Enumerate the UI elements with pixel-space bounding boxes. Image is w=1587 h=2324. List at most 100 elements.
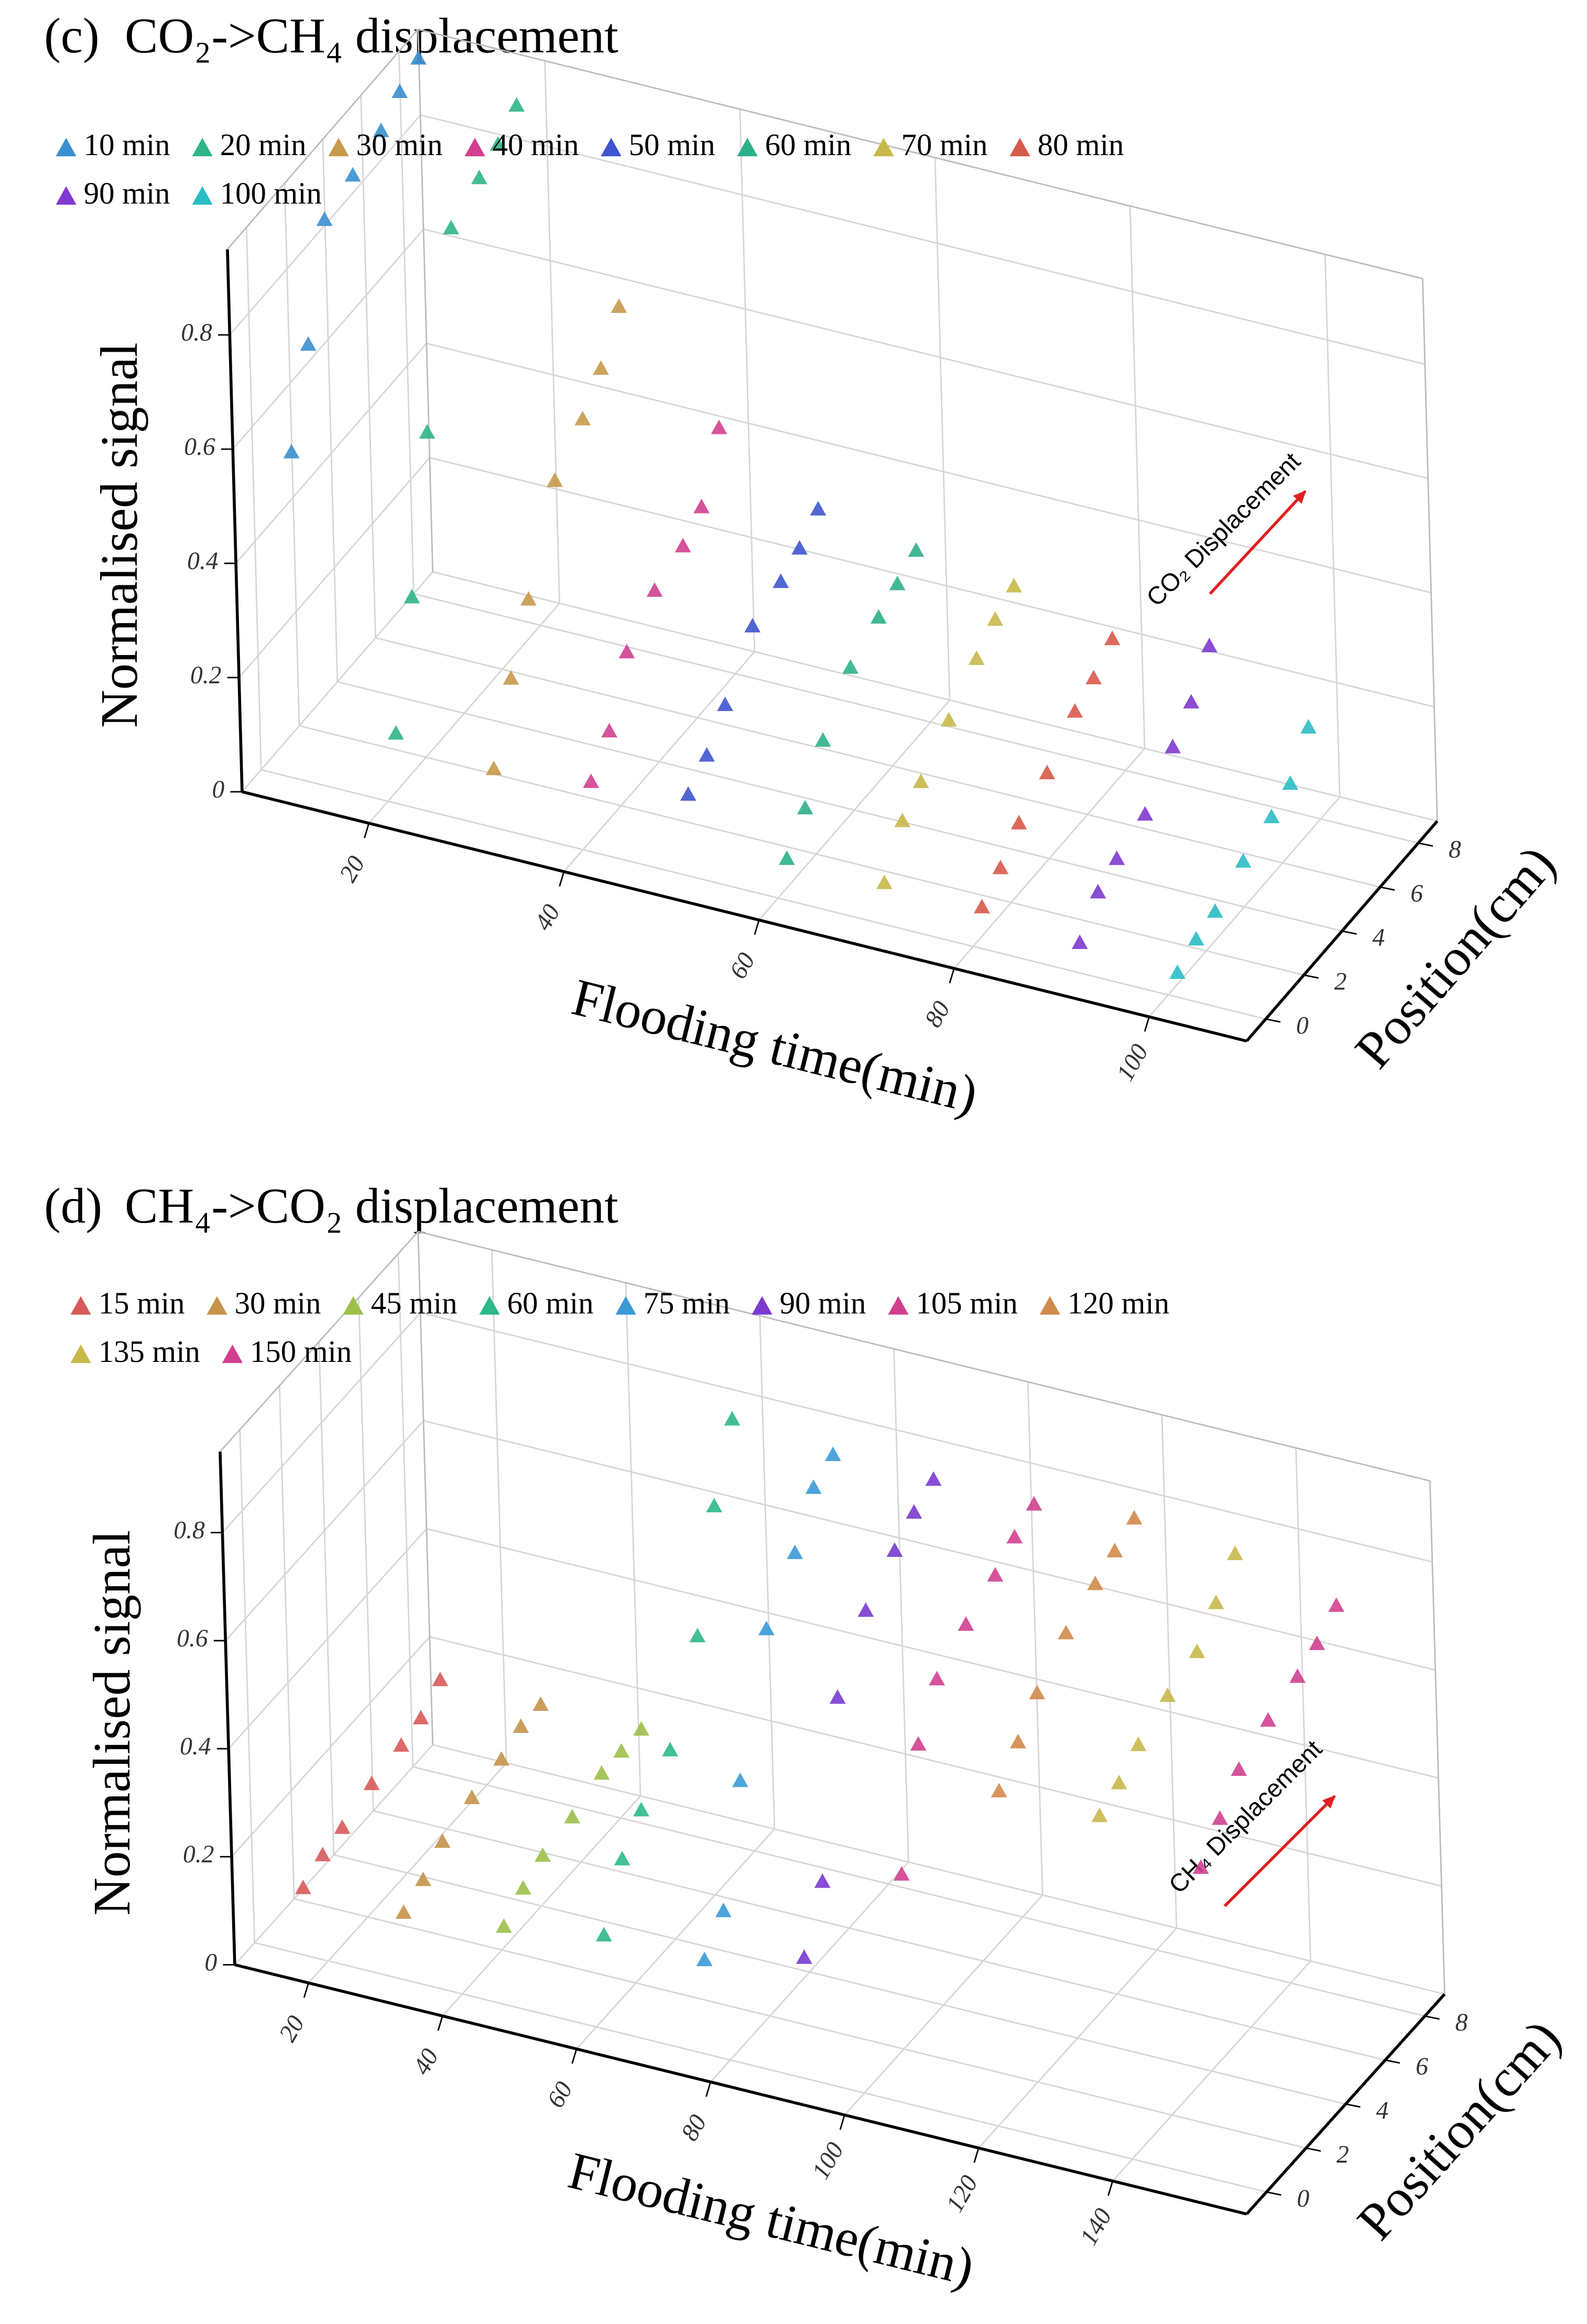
legend-label: 50 min	[629, 128, 715, 162]
grid-line	[337, 681, 1342, 932]
data-point	[689, 1628, 706, 1643]
data-point	[520, 591, 537, 606]
data-point	[929, 1671, 945, 1686]
tick-mark	[1418, 842, 1433, 847]
data-point	[773, 573, 789, 588]
data-point	[618, 643, 635, 659]
data-point	[1006, 1529, 1023, 1544]
data-point	[1289, 1668, 1306, 1683]
grid-line	[360, 95, 376, 638]
y-axis-label: Position(cm)	[1346, 2009, 1572, 2251]
box-edge	[418, 28, 1423, 279]
tick-mark	[1265, 1018, 1281, 1023]
data-point	[314, 1847, 331, 1862]
tick-mark	[1144, 1017, 1150, 1032]
legend-label: 80 min	[1038, 128, 1124, 162]
tick-mark	[973, 2147, 980, 2163]
data-point	[1130, 1737, 1147, 1751]
legend-marker	[873, 138, 894, 157]
grid-line	[333, 1854, 1346, 2105]
z-axis-label: Normalised signal	[82, 1530, 141, 1916]
data-point	[388, 725, 404, 740]
grid-line	[423, 228, 1429, 479]
grid-line	[375, 637, 1381, 888]
legend-label: 90 min	[84, 176, 170, 210]
grid-line	[432, 1744, 1445, 1995]
y-tick-label: 0	[1296, 1012, 1309, 1039]
data-point	[987, 611, 1004, 626]
tick-mark	[1342, 930, 1357, 935]
grid-line	[241, 571, 433, 792]
data-point	[1227, 1545, 1243, 1561]
legend-marker	[1009, 138, 1030, 157]
legend-marker	[343, 1296, 364, 1315]
legend-marker	[70, 1344, 91, 1363]
annotation: CH₄ Displacement	[1164, 1735, 1328, 1899]
data-point	[886, 1542, 903, 1557]
legend-label: 10 min	[84, 128, 170, 162]
data-point	[392, 83, 408, 99]
data-point	[633, 1721, 649, 1736]
grid-line	[412, 1766, 1425, 2017]
grid-line	[739, 109, 756, 652]
grid-line	[294, 1898, 1307, 2149]
y-axis	[1245, 1993, 1446, 2216]
data-point	[711, 419, 727, 434]
x-tick-label: 80	[676, 2110, 712, 2145]
y-axis-label: Position(cm)	[1343, 834, 1566, 1079]
grid-line	[254, 1942, 1267, 2193]
grid-line	[1295, 1448, 1312, 1961]
grid-line	[322, 139, 339, 682]
legend-marker	[56, 186, 77, 205]
legend-marker	[464, 138, 485, 157]
tick-mark	[1345, 2103, 1361, 2108]
data-point	[987, 1567, 1004, 1582]
data-point	[419, 424, 436, 439]
x-tick-label: 100	[807, 2138, 850, 2184]
x-tick-label: 60	[542, 2077, 578, 2112]
data-point	[1263, 809, 1280, 823]
data-point	[593, 1765, 610, 1780]
legend-marker	[56, 138, 77, 157]
grid-line	[432, 571, 1438, 822]
data-point	[463, 1790, 480, 1804]
grid-line	[260, 769, 1266, 1020]
box-edge	[417, 29, 434, 572]
grid-line	[225, 1420, 425, 1641]
tick-mark	[364, 823, 370, 838]
data-point	[1189, 1643, 1205, 1659]
data-point	[547, 472, 563, 487]
grid-line	[429, 1636, 1442, 1887]
tick-mark	[705, 2081, 712, 2097]
data-point	[1108, 850, 1125, 865]
data-point	[395, 1904, 412, 1919]
data-point	[693, 498, 710, 514]
legend-marker	[192, 186, 213, 205]
legend-label: 70 min	[901, 128, 988, 162]
x-axis	[242, 790, 1247, 1043]
box-edge	[418, 1231, 1430, 1482]
box-edge	[1429, 1481, 1445, 1994]
data-point	[814, 732, 831, 747]
tick-mark	[1379, 886, 1395, 891]
annotation-arrow	[1209, 490, 1307, 595]
data-point	[443, 220, 460, 235]
z-tick-label: 0.4	[180, 1733, 211, 1760]
data-point	[1309, 1635, 1325, 1650]
grid-line	[245, 227, 262, 770]
z-tick-label: 0	[205, 1949, 218, 1976]
x-tick-label: 60	[724, 948, 760, 983]
y-tick-label: 8	[1455, 2009, 1468, 2036]
y-tick-label: 0	[1297, 2185, 1309, 2212]
tick-mark	[1306, 2147, 1321, 2152]
data-point	[574, 411, 591, 425]
tick-mark	[839, 2114, 845, 2130]
data-point	[1300, 719, 1317, 734]
grid-line	[398, 51, 415, 594]
grid-line	[397, 1253, 414, 1767]
legend-label: 90 min	[780, 1286, 866, 1321]
data-point	[334, 1819, 351, 1834]
tick-mark	[1303, 974, 1319, 979]
data-point	[908, 542, 925, 557]
data-point	[797, 800, 813, 815]
